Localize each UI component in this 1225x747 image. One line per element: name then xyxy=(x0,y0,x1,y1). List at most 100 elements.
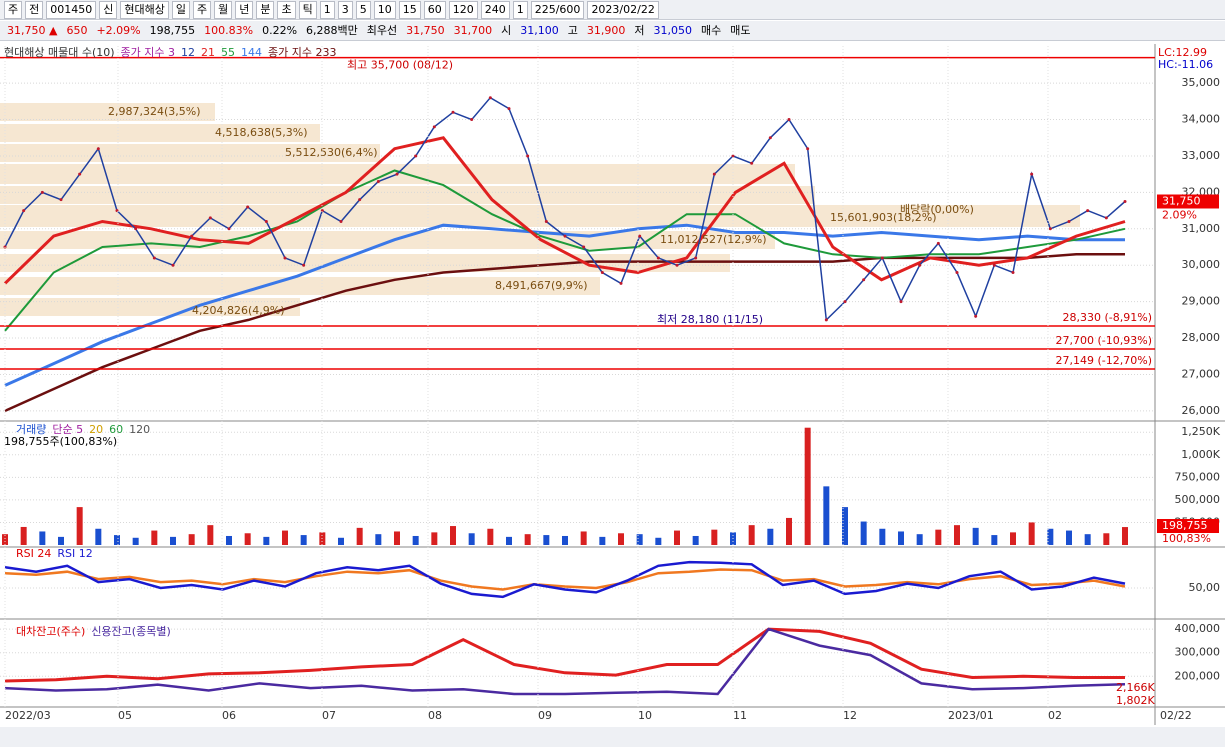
volume-bar xyxy=(674,530,680,545)
close-point xyxy=(1104,216,1108,220)
lc: LC:12.99 xyxy=(1158,46,1207,59)
close-point xyxy=(451,110,455,114)
series-line xyxy=(3,136,1126,285)
y-tick-label: 30,000 xyxy=(1182,258,1221,271)
y-tick-label: 33,000 xyxy=(1182,149,1221,162)
info-item[interactable]: 31,750 xyxy=(406,23,445,37)
toolbar-item[interactable]: 월 xyxy=(214,0,233,19)
series-line xyxy=(4,560,1126,599)
info-item[interactable]: 31,700 xyxy=(453,23,493,37)
toolbar-item[interactable]: 년 xyxy=(235,0,254,19)
close-point xyxy=(246,205,250,209)
info-item[interactable]: 31,050 xyxy=(653,23,693,37)
info-item[interactable]: +2.09% xyxy=(96,23,141,37)
close-point xyxy=(750,161,754,165)
info-item[interactable]: 고 xyxy=(567,23,578,37)
volume-badge xyxy=(1157,519,1219,533)
toolbar-item[interactable]: 1 xyxy=(319,0,335,19)
close-point xyxy=(1086,209,1090,213)
toolbar-item[interactable]: 2023/02/22 xyxy=(587,0,659,19)
info-item[interactable]: 저 xyxy=(634,23,645,37)
volume-bar xyxy=(1066,530,1072,545)
info-item[interactable]: 시 xyxy=(501,23,512,37)
info-item[interactable]: 650 xyxy=(66,23,88,37)
toolbar-item[interactable]: 전 xyxy=(25,0,44,19)
toolbar-item[interactable]: 001450 xyxy=(46,0,97,19)
info-item[interactable]: 31,750 ▲ xyxy=(7,23,58,37)
current-price: 31,750 xyxy=(1162,194,1201,207)
toolbar-item[interactable]: 10 xyxy=(373,0,396,19)
close-point xyxy=(638,234,642,238)
close-point xyxy=(526,154,530,158)
series-line xyxy=(4,223,1125,387)
toolbar-item[interactable]: 주 xyxy=(192,0,212,19)
volume-bar xyxy=(804,427,811,545)
toolbar-item[interactable]: 1 xyxy=(512,0,528,19)
volume-bar xyxy=(898,531,904,545)
toolbar-item[interactable]: 5 xyxy=(355,0,371,19)
volume-bar xyxy=(188,534,195,545)
y-tick-label: 27,000 xyxy=(1182,367,1221,380)
toolbar-item[interactable]: 120 xyxy=(448,0,478,19)
toolbar-item[interactable]: 3 xyxy=(337,0,353,19)
close-point xyxy=(152,256,156,260)
current-badge xyxy=(1157,194,1219,209)
toolbar-item[interactable]: 초 xyxy=(277,0,296,19)
toolbar-item[interactable]: 주 xyxy=(4,0,23,19)
volume-current: 198,755 xyxy=(1162,519,1208,532)
volume-bar xyxy=(263,536,270,545)
toolbar-item[interactable]: 현대해상 xyxy=(120,0,169,19)
volume-bar xyxy=(487,528,494,545)
info-item[interactable]: 31,100 xyxy=(520,23,559,37)
low-label: 최저 28,180 (11/15) xyxy=(657,313,763,326)
volume-bar xyxy=(1047,528,1054,545)
info-item[interactable]: 매수 xyxy=(701,23,722,37)
volume-ratio: 100,83% xyxy=(1162,532,1211,545)
toolbar-item[interactable]: 신 xyxy=(99,0,118,19)
close-point xyxy=(1048,227,1052,231)
legend-entry: 현대해상 매물대 수(10) xyxy=(4,45,115,59)
close-point xyxy=(806,147,810,151)
toolbar-item[interactable]: 60 xyxy=(423,0,446,19)
close-point xyxy=(432,125,436,129)
volume-bar xyxy=(711,529,718,545)
close-point xyxy=(171,263,175,267)
info-item[interactable]: 198,755 xyxy=(149,23,196,37)
info-item[interactable]: 31,900 xyxy=(586,23,626,37)
toolbar-item[interactable]: 일 xyxy=(171,0,190,19)
close-point xyxy=(134,227,138,231)
x-tick-label: 11 xyxy=(733,709,747,722)
legend-entry: 55 xyxy=(221,46,235,59)
info-item[interactable]: 0.22% xyxy=(262,23,298,37)
volume-bar xyxy=(599,536,606,545)
legend-entry: 종가 지수 3 xyxy=(121,46,175,59)
y-tick-label: 750,000 xyxy=(1175,470,1221,483)
close-point xyxy=(264,220,268,224)
info-item[interactable]: 매도 xyxy=(730,23,751,37)
volume-bar xyxy=(20,526,27,545)
info-item[interactable]: 최우선 xyxy=(366,23,398,37)
close-point xyxy=(302,263,306,267)
legend-entry: RSI 24 xyxy=(16,547,51,560)
legend-entry: 단순 5 xyxy=(52,423,83,436)
profile-label: 4,204,826(4,9%) xyxy=(192,304,285,317)
toolbar-item[interactable]: 240 xyxy=(480,0,510,19)
volume-bar xyxy=(786,517,792,545)
close-point xyxy=(824,318,828,322)
info-item[interactable]: 6,288백만 xyxy=(306,23,358,37)
close-point xyxy=(414,154,418,158)
info-item[interactable]: 100.83% xyxy=(204,23,254,37)
volume-bar xyxy=(375,534,382,545)
volume-bar xyxy=(412,535,419,545)
legend-entry: 60 xyxy=(109,423,123,436)
toolbar-item[interactable]: 225/600 xyxy=(530,0,585,19)
close-point xyxy=(992,263,996,267)
toolbar-item[interactable]: 틱 xyxy=(298,0,317,19)
close-point xyxy=(768,136,772,140)
volume-bar xyxy=(1122,527,1128,545)
close-point xyxy=(880,256,884,260)
toolbar-item[interactable]: 15 xyxy=(398,0,421,19)
toolbar-item[interactable]: 분 xyxy=(256,0,275,19)
close-point xyxy=(675,263,679,267)
